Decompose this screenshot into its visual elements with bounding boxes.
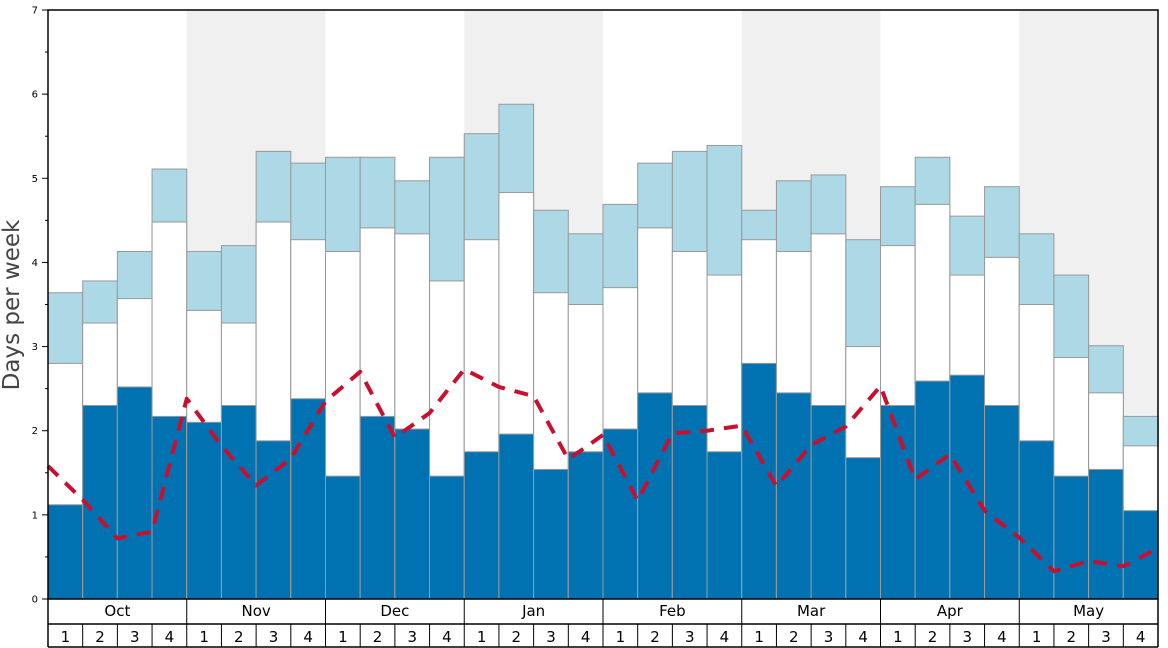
- y-tick-label: 0: [32, 595, 38, 606]
- week-label: 1: [338, 628, 348, 646]
- bar-bottom-segment: [1122, 510, 1159, 600]
- week-label: 3: [546, 628, 556, 646]
- bar-bottom-segment: [949, 374, 986, 600]
- week-label: 4: [581, 628, 591, 646]
- week-label: 1: [477, 628, 487, 646]
- month-label: Jan: [521, 602, 545, 620]
- week-label: 4: [858, 628, 868, 646]
- bar-bottom-segment: [775, 392, 812, 600]
- bar-bottom-segment: [47, 504, 84, 600]
- bar-bottom-segment: [706, 451, 743, 600]
- bar-bottom-segment: [1053, 475, 1090, 600]
- week-label: 2: [789, 628, 799, 646]
- week-label: 2: [928, 628, 938, 646]
- week-label: 3: [269, 628, 279, 646]
- bar-bottom-segment: [463, 451, 500, 600]
- week-label: 4: [720, 628, 730, 646]
- month-label: Apr: [937, 602, 964, 620]
- y-tick-label: 1: [32, 510, 38, 521]
- bar-bottom-segment: [116, 386, 153, 600]
- week-label: 2: [373, 628, 383, 646]
- y-tick-label: 2: [32, 426, 38, 437]
- week-label: 2: [1067, 628, 1077, 646]
- bar-bottom-segment: [359, 415, 396, 600]
- week-label: 4: [165, 628, 175, 646]
- y-tick-label: 6: [32, 90, 38, 101]
- week-label: 4: [303, 628, 313, 646]
- bar-bottom-segment: [914, 380, 951, 600]
- y-tick-label: 3: [32, 342, 38, 353]
- week-label: 4: [1136, 628, 1146, 646]
- month-label: Mar: [797, 602, 826, 620]
- week-label: 3: [962, 628, 972, 646]
- bar-bottom-segment: [741, 362, 777, 600]
- week-label: 1: [754, 628, 764, 646]
- y-tick-label: 4: [32, 258, 38, 269]
- bar-bottom-segment: [533, 468, 569, 600]
- week-label: 3: [1101, 628, 1111, 646]
- month-label: Feb: [659, 602, 686, 620]
- week-label: 2: [512, 628, 522, 646]
- week-label: 3: [685, 628, 695, 646]
- bar-bottom-segment: [810, 404, 847, 600]
- bar-bottom-segment: [984, 404, 1020, 600]
- bar-bottom-segment: [82, 404, 118, 600]
- month-label: Nov: [241, 602, 270, 620]
- bar-bottom-segment: [602, 428, 639, 600]
- week-label: 2: [650, 628, 660, 646]
- bar-bottom-segment: [498, 433, 535, 600]
- month-label: Dec: [380, 602, 409, 620]
- bar-bottom-segment: [151, 415, 188, 600]
- bar-bottom-segment: [1018, 440, 1055, 600]
- week-label: 1: [199, 628, 209, 646]
- bar-bottom-segment: [186, 421, 222, 600]
- bar-bottom-segment: [567, 451, 604, 600]
- week-label: 1: [1032, 628, 1042, 646]
- dashed-trend-line: [46, 367, 1159, 574]
- bar-bottom-segment: [1088, 468, 1124, 600]
- week-label: 1: [61, 628, 71, 646]
- y-axis-label: Days per week: [0, 219, 25, 390]
- week-label: 4: [997, 628, 1007, 646]
- bar-bottom-segment: [220, 404, 257, 600]
- week-label: 1: [893, 628, 903, 646]
- bar-bottom-segment: [429, 475, 465, 600]
- bar-bottom-segment: [880, 404, 916, 600]
- week-label: 2: [95, 628, 105, 646]
- week-label: 3: [824, 628, 834, 646]
- month-label: Oct: [104, 602, 130, 620]
- week-label: 3: [130, 628, 140, 646]
- month-label: May: [1073, 602, 1104, 620]
- bar-bottom-segment: [394, 428, 431, 600]
- bar-bottom-segment: [845, 457, 881, 600]
- week-label: 4: [442, 628, 452, 646]
- week-label: 1: [616, 628, 626, 646]
- line-layer: [46, 367, 1159, 574]
- week-label: 3: [407, 628, 417, 646]
- bar-layer: [47, 103, 1159, 600]
- bar-bottom-segment: [671, 404, 708, 600]
- y-tick-label: 7: [32, 6, 38, 17]
- y-tick-label: 5: [32, 174, 38, 185]
- axis-layer: 0 1 2 3 4 5 6 7 Oct 1 2 3 4 Nov 1 2 3 4 Dec 1 2 3 4 Jan 1 2 3 4 Feb 1…: [32, 6, 1159, 648]
- bar-bottom-segment: [325, 475, 361, 600]
- week-label: 2: [234, 628, 244, 646]
- bar-bottom-segment: [637, 392, 673, 600]
